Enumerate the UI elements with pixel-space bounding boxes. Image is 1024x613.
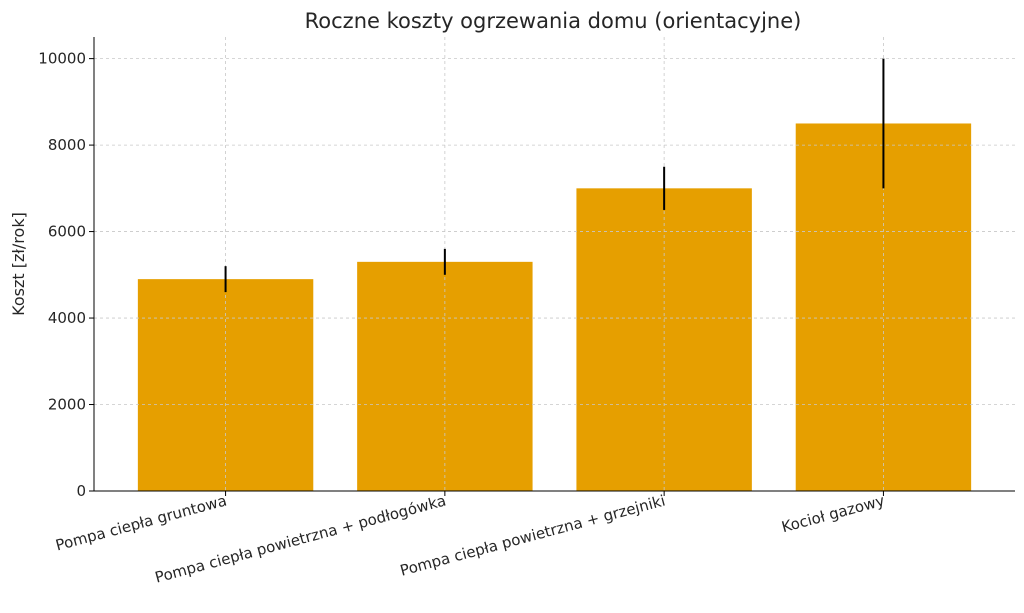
y-tick-label-5: 8000 bbox=[48, 136, 86, 154]
error-bars bbox=[224, 58, 885, 293]
y-axis-label: Koszt [zł/rok] bbox=[9, 212, 28, 316]
chart-title: Roczne koszty ogrzewania domu (orientacy… bbox=[305, 9, 802, 33]
y-tick-label-2: 2000 bbox=[48, 396, 86, 414]
y-tick-label-4: 6000 bbox=[48, 223, 86, 241]
y-tick-label-3: 4000 bbox=[48, 309, 86, 327]
x-tick-label-4: Kocioł gazowy bbox=[780, 491, 887, 536]
y-tick-label-1: 0 bbox=[76, 482, 86, 500]
y-ticks: 0 2000 4000 6000 8000 10000 bbox=[38, 50, 94, 500]
grid-lines bbox=[94, 37, 1015, 492]
x-tick-label-1: Pompa ciepła gruntowa bbox=[54, 491, 229, 554]
bars bbox=[137, 123, 972, 492]
axes bbox=[93, 37, 1015, 492]
y-tick-label-6: 10000 bbox=[38, 50, 86, 68]
